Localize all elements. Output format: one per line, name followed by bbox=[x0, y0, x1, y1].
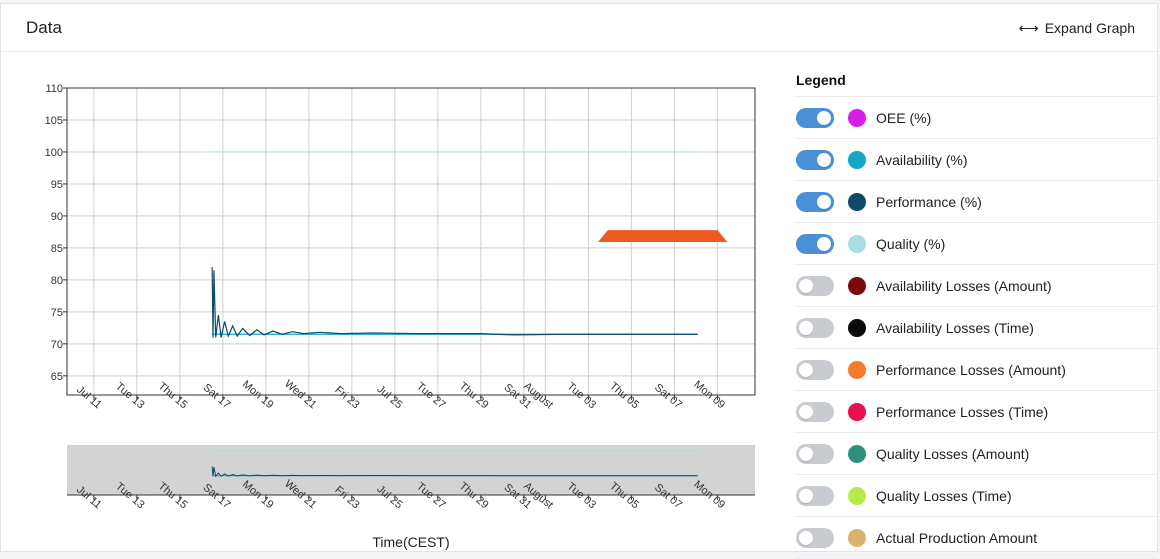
y-tick-label: 90 bbox=[51, 211, 63, 223]
panel-title: Data bbox=[26, 18, 62, 37]
legend-item[interactable]: Performance Losses (Amount) bbox=[794, 349, 1158, 391]
legend-toggle-switch[interactable] bbox=[796, 443, 834, 464]
x-tick-label: Tue 13 bbox=[113, 380, 147, 411]
legend-toggle-switch[interactable] bbox=[796, 317, 834, 338]
y-axis: 65 70 75 80 85 90 95 100 105 110 bbox=[45, 83, 67, 383]
y-tick-label: 75 bbox=[51, 307, 63, 319]
legend-toggle-switch[interactable] bbox=[796, 149, 834, 170]
legend-item[interactable]: Availability Losses (Time) bbox=[794, 307, 1158, 349]
expand-arrows-icon: ⟷ bbox=[1018, 20, 1039, 36]
x-tick-label: Sat 17 bbox=[201, 382, 233, 412]
y-tick-label: 85 bbox=[51, 243, 63, 255]
y-tick-label: 65 bbox=[51, 371, 63, 383]
legend-item[interactable]: Performance Losses (Time) bbox=[794, 391, 1158, 433]
legend-toggle-switch[interactable] bbox=[796, 401, 834, 422]
series-color-dot bbox=[848, 150, 866, 169]
range-brush[interactable] bbox=[67, 445, 755, 495]
line-chart: 65 70 75 80 85 90 95 100 105 110 Jul 11 Tue 13 Thu … bbox=[45, 83, 756, 550]
y-tick-label: 105 bbox=[45, 115, 63, 127]
legend-panel: Legend OEE (%) Availability (%) Performanc… bbox=[794, 66, 1158, 559]
series-color-dot bbox=[848, 360, 866, 379]
x-axis-title: Time(CEST) bbox=[372, 534, 449, 550]
brush-series-line bbox=[211, 466, 698, 478]
legend-toggle-switch[interactable] bbox=[796, 275, 834, 296]
toggle-knob bbox=[799, 530, 813, 545]
x-tick-label: Sat 07 bbox=[652, 382, 684, 412]
toggle-knob bbox=[799, 278, 813, 293]
legend-item-label: Availability Losses (Time) bbox=[876, 319, 1034, 336]
legend-item-label: Availability Losses (Amount) bbox=[876, 277, 1052, 294]
toggle-knob bbox=[799, 404, 813, 419]
y-tick-label: 70 bbox=[51, 339, 63, 351]
legend-item-label: Quality Losses (Time) bbox=[876, 487, 1012, 504]
legend-list: OEE (%) Availability (%) Performance (%) Qu… bbox=[794, 97, 1158, 559]
toggle-knob bbox=[799, 446, 813, 461]
y-tick-label: 100 bbox=[45, 147, 63, 159]
toggle-knob bbox=[817, 194, 831, 209]
y-tick-label: 110 bbox=[45, 83, 63, 95]
toggle-knob bbox=[817, 236, 831, 251]
legend-title: Legend bbox=[794, 66, 1158, 97]
series-color-dot bbox=[848, 108, 866, 127]
brush-series bbox=[211, 450, 698, 478]
plot-area-border bbox=[66, 87, 756, 396]
expand-graph-label: Expand Graph bbox=[1044, 20, 1135, 36]
legend-item[interactable]: Availability Losses (Amount) bbox=[794, 265, 1158, 307]
expand-graph-button[interactable]: ⟷ Expand Graph bbox=[1019, 20, 1135, 36]
legend-item-label: Performance (%) bbox=[876, 193, 982, 210]
legend-item[interactable]: Quality Losses (Time) bbox=[794, 475, 1158, 517]
legend-item-label: Quality (%) bbox=[876, 235, 946, 252]
series-color-dot bbox=[848, 276, 866, 295]
legend-item[interactable]: Quality (%) bbox=[794, 223, 1158, 265]
series-color-dot bbox=[848, 192, 866, 211]
legend-item-label: Availability (%) bbox=[876, 151, 968, 168]
legend-toggle-switch[interactable] bbox=[796, 527, 834, 548]
chart-series bbox=[211, 151, 728, 339]
toggle-knob bbox=[799, 362, 813, 377]
toggle-knob bbox=[799, 488, 813, 503]
legend-item[interactable]: Performance (%) bbox=[794, 181, 1158, 223]
legend-item-label: Performance Losses (Amount) bbox=[876, 361, 1066, 378]
x-tick-label: Jul 11 bbox=[74, 384, 104, 412]
toggle-knob bbox=[799, 320, 813, 335]
x-tick-label: Thu 29 bbox=[457, 380, 491, 411]
series-band bbox=[598, 230, 728, 242]
legend-toggle-switch[interactable] bbox=[796, 107, 834, 128]
y-tick-label: 95 bbox=[51, 179, 63, 191]
legend-toggle-switch[interactable] bbox=[796, 359, 834, 380]
legend-item[interactable]: Actual Production Amount bbox=[794, 517, 1158, 559]
toggle-knob bbox=[817, 110, 831, 125]
series-color-dot bbox=[848, 402, 866, 421]
x-tick-label: Tue 03 bbox=[565, 380, 599, 411]
legend-item-label: OEE (%) bbox=[876, 109, 932, 126]
series-color-dot bbox=[848, 444, 866, 463]
x-tick-label: Jul 25 bbox=[374, 383, 404, 411]
legend-item[interactable]: Availability (%) bbox=[794, 139, 1158, 181]
x-tick-label: Tue 27 bbox=[414, 380, 448, 411]
x-tick-label: Thu 15 bbox=[156, 380, 190, 411]
series-color-dot bbox=[848, 528, 866, 547]
legend-item[interactable]: OEE (%) bbox=[794, 97, 1158, 139]
legend-item[interactable]: Quality Losses (Amount) bbox=[794, 433, 1158, 475]
x-tick-label: Thu 05 bbox=[607, 380, 641, 411]
legend-toggle-switch[interactable] bbox=[796, 191, 834, 212]
legend-toggle-switch[interactable] bbox=[796, 485, 834, 506]
series-line bbox=[211, 267, 698, 339]
panel-header: Data ⟷ Expand Graph bbox=[1, 4, 1157, 52]
series-color-dot bbox=[848, 318, 866, 337]
legend-item-label: Performance Losses (Time) bbox=[876, 403, 1049, 420]
legend-item-label: Quality Losses (Amount) bbox=[876, 445, 1030, 462]
toggle-knob bbox=[817, 152, 831, 167]
y-tick-label: 80 bbox=[51, 275, 63, 287]
series-color-dot bbox=[848, 486, 866, 505]
x-tick-label: Fri 23 bbox=[332, 384, 361, 411]
data-panel: Data ⟷ Expand Graph 65 70 75 80 85 90 95 100 105… bbox=[0, 3, 1158, 559]
legend-item-label: Actual Production Amount bbox=[876, 529, 1038, 546]
legend-toggle-switch[interactable] bbox=[796, 233, 834, 254]
series-color-dot bbox=[848, 234, 866, 253]
